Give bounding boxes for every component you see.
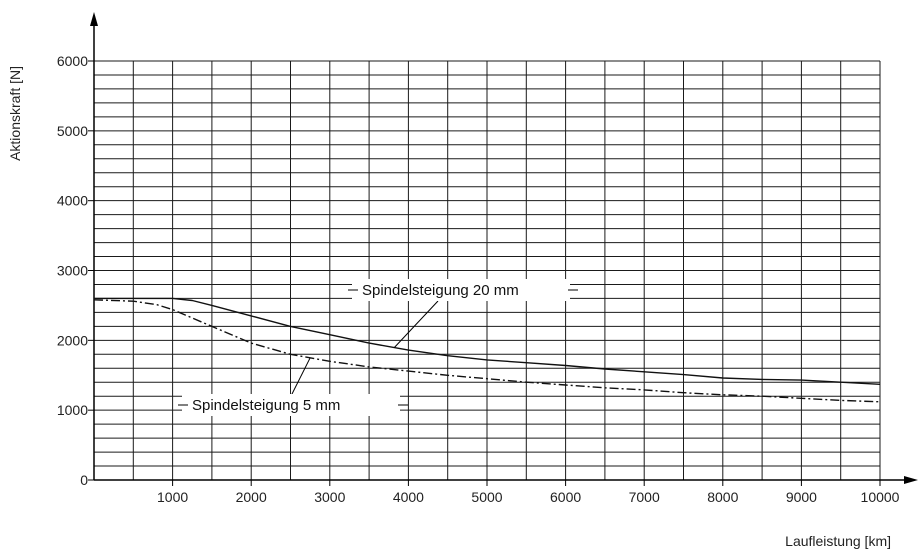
x-axis-arrow-icon [904,476,918,484]
axes [88,12,918,486]
y-tick-label: 3000 [57,263,88,279]
y-tick-label: 6000 [57,53,88,69]
y-axis-arrow-icon [90,12,98,26]
x-tick-label: 5000 [471,489,502,505]
annotation-label: Spindelsteigung 20 mm [362,282,519,299]
series-lines [93,297,881,403]
annotation-leader-line [289,357,311,399]
x-tick-label: 1000 [157,489,188,505]
y-tick-label: 4000 [57,193,88,209]
y-tick-label: 0 [80,472,88,488]
x-tick-label: 10000 [861,489,900,505]
annotations: Spindelsteigung 20 mm Spindelsteigung 5 m… [178,279,578,416]
x-tick-label: 7000 [629,489,660,505]
x-tick-label: 4000 [393,489,424,505]
annotation-background [182,394,400,416]
x-tick-label: 2000 [236,489,267,505]
annotation-leader-line [393,300,439,348]
series-line-20mm [94,297,881,385]
x-tick-label: 3000 [314,489,345,505]
annotation-background [352,279,570,301]
x-tick-label: 6000 [550,489,581,505]
y-tick-label: 5000 [57,123,88,139]
x-tick-label: 9000 [786,489,817,505]
annotation-label: Spindelsteigung 5 mm [192,397,340,414]
series-line-5mm [93,299,881,403]
y-tick-label: 1000 [57,402,88,418]
y-tick-label: 2000 [57,332,88,348]
grid [94,60,881,480]
y-axis-label: Aktionskraft [N] [7,66,23,161]
x-axis-label: Laufleistung [km] [785,533,891,549]
tick-labels: 1000 2000 3000 4000 5000 6000 7000 8000 9000 1000… [57,53,900,505]
x-tick-label: 8000 [707,489,738,505]
